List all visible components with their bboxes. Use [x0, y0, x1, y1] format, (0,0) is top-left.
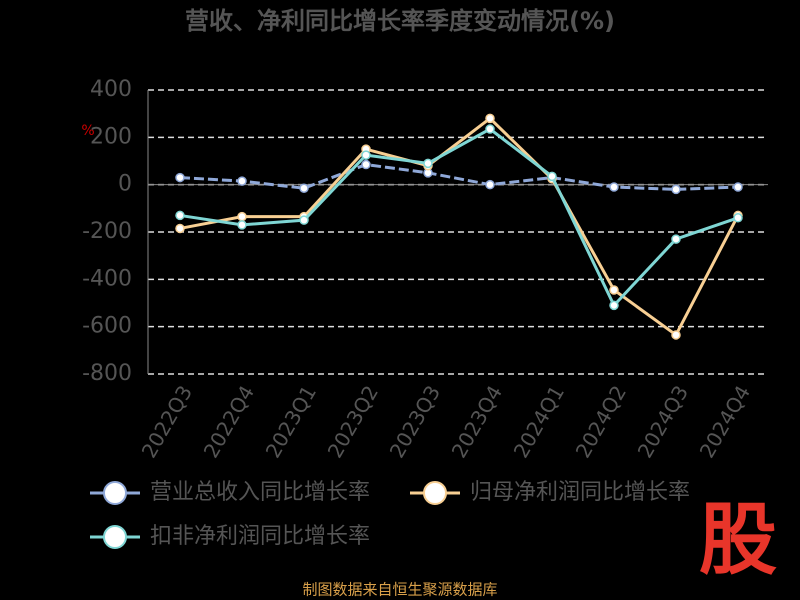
data-point — [609, 182, 619, 192]
data-point — [175, 210, 185, 221]
data-point — [485, 124, 495, 134]
legend-marker — [423, 481, 447, 505]
legend-label: 归母净利润同比增长率 — [470, 480, 690, 505]
legend-marker — [103, 481, 127, 505]
y-tick-label: 400 — [90, 77, 132, 102]
x-tick-label: 2024Q4 — [695, 381, 755, 462]
x-tick-label: 2024Q2 — [571, 381, 631, 462]
data-point — [237, 220, 247, 230]
logo: 股 — [699, 495, 777, 585]
y-tick-label: -600 — [82, 314, 132, 339]
x-tick-label: 2023Q4 — [447, 381, 507, 462]
data-point — [175, 223, 185, 234]
data-point — [671, 184, 681, 195]
series-line — [179, 163, 739, 191]
chart-title: 营收、净利同比增长率季度变动情况(%) — [185, 7, 615, 35]
data-point — [299, 183, 309, 193]
data-point — [237, 211, 247, 222]
footer: 制图数据来自恒生聚源数据库 — [302, 581, 497, 599]
data-point — [609, 285, 619, 295]
data-point — [609, 300, 619, 311]
legend-marker — [103, 525, 127, 549]
x-tick-label: 2022Q4 — [199, 381, 259, 462]
y-axis-label: % — [81, 123, 94, 139]
series-line — [179, 127, 739, 308]
y-tick-label: 200 — [90, 124, 132, 149]
data-point — [361, 159, 371, 170]
series-line — [179, 116, 740, 338]
data-point — [237, 176, 247, 186]
y-tick-label: -400 — [82, 266, 132, 291]
data-point — [175, 172, 185, 183]
data-point — [733, 213, 743, 223]
legend-label: 扣非净利润同比增长率 — [150, 524, 370, 549]
data-point — [485, 113, 495, 124]
data-point — [299, 215, 309, 225]
data-point — [485, 179, 495, 190]
x-tick-label: 2023Q1 — [261, 381, 321, 462]
x-tick-label: 2024Q3 — [633, 381, 693, 462]
data-point — [361, 150, 371, 160]
y-tick-label: -800 — [82, 361, 132, 386]
legend-label: 营业总收入同比增长率 — [150, 480, 370, 505]
data-point — [733, 182, 743, 192]
x-tick-label: 2023Q2 — [323, 381, 383, 462]
data-point — [547, 171, 557, 182]
y-tick-label: -200 — [82, 219, 132, 244]
data-point — [423, 158, 433, 169]
x-tick-label: 2022Q3 — [137, 381, 197, 462]
data-point — [671, 234, 681, 244]
x-tick-label: 2023Q3 — [385, 381, 445, 462]
data-point — [671, 330, 681, 340]
x-tick-label: 2024Q1 — [509, 381, 569, 462]
y-tick-label: 0 — [118, 172, 132, 197]
